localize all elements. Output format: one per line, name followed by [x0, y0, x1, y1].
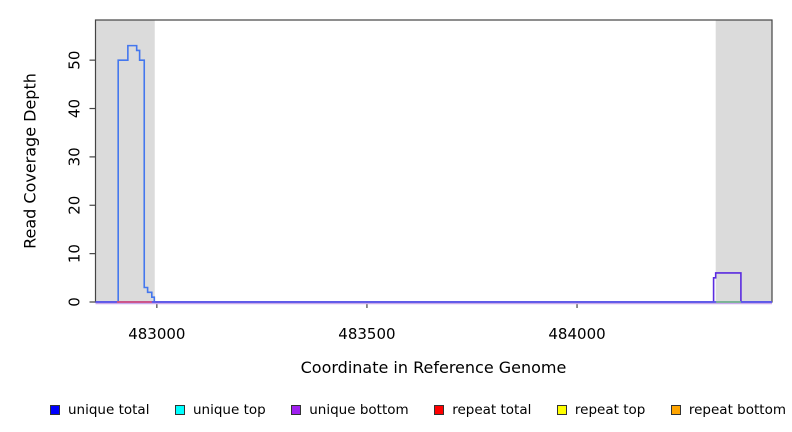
- legend-swatch-unique-total: [50, 405, 60, 415]
- y-tick-label: 30: [66, 147, 84, 166]
- y-tick-label: 10: [66, 244, 84, 263]
- legend-swatch-repeat-top: [556, 405, 567, 415]
- legend-item-repeat-total: repeat total: [434, 402, 531, 418]
- legend-item-unique-top: unique top: [175, 402, 266, 418]
- legend-item-unique-bottom: unique bottom: [291, 402, 409, 418]
- plot-border: [94, 19, 773, 303]
- y-axis-title: Read Coverage Depth: [20, 73, 40, 249]
- masked-region-band: [715, 20, 772, 302]
- x-tick-label: 483000: [128, 325, 185, 343]
- legend-label: unique bottom: [309, 402, 409, 418]
- y-tick-label: 0: [66, 297, 84, 307]
- legend-item-unique-total: unique total: [50, 402, 149, 418]
- legend-item-repeat-top: repeat top: [556, 402, 646, 418]
- masked-region-band: [95, 20, 155, 302]
- coverage-plot: 483000 483500 484000 0 10 20 30 40 50: [66, 19, 773, 343]
- legend-label: repeat top: [574, 402, 646, 418]
- legend-label: repeat total: [452, 402, 532, 418]
- y-tick-label: 40: [66, 99, 84, 118]
- legend-label: repeat bottom: [688, 402, 786, 418]
- series-unique-total: [95, 44, 772, 303]
- legend-item-repeat-bottom: repeat bottom: [670, 402, 786, 418]
- legend-swatch-repeat-bottom: [670, 405, 681, 415]
- series-unique-bottom: [95, 272, 772, 303]
- legend-label: unique total: [68, 402, 150, 418]
- legend-swatch-unique-top: [175, 405, 185, 415]
- x-tick-label: 484000: [548, 325, 605, 343]
- y-tick-label: 50: [66, 51, 84, 70]
- x-tick-label: 483500: [338, 325, 395, 343]
- legend-swatch-unique-bottom: [291, 405, 302, 415]
- y-tick-label: 20: [66, 196, 84, 215]
- legend-swatch-repeat-total: [434, 405, 445, 415]
- x-axis-title: Coordinate in Reference Genome: [300, 358, 567, 377]
- legend-label: unique top: [193, 402, 266, 418]
- legend: unique total unique top unique bottom repea…: [50, 400, 786, 420]
